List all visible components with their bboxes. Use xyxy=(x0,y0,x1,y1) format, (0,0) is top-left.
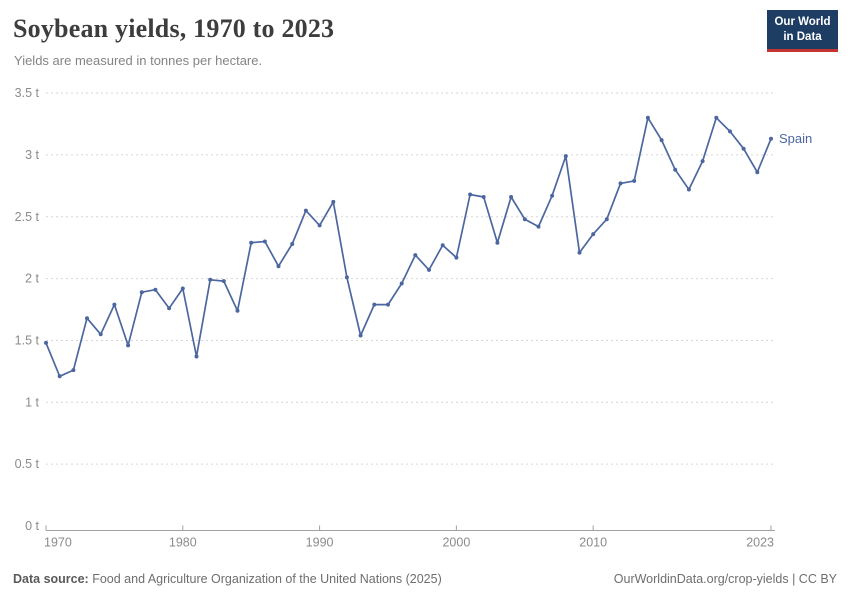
data-point[interactable] xyxy=(126,343,131,348)
data-point[interactable] xyxy=(550,193,555,198)
x-axis-tick-label: 1970 xyxy=(44,536,72,550)
data-point[interactable] xyxy=(454,255,459,260)
data-point[interactable] xyxy=(591,232,596,237)
data-point[interactable] xyxy=(153,287,158,292)
x-axis-tick-label: 1990 xyxy=(306,536,334,550)
data-point[interactable] xyxy=(57,374,62,379)
data-point[interactable] xyxy=(358,333,363,338)
x-axis-tick-label: 1980 xyxy=(169,536,197,550)
x-axis-tick-label: 2010 xyxy=(579,536,607,550)
data-point[interactable] xyxy=(71,368,76,373)
data-point[interactable] xyxy=(180,286,185,291)
data-point[interactable] xyxy=(399,281,404,286)
data-point[interactable] xyxy=(536,224,541,229)
data-point[interactable] xyxy=(686,187,691,192)
x-axis-tick-label: 2023 xyxy=(746,536,774,550)
data-point[interactable] xyxy=(139,290,144,295)
data-point[interactable] xyxy=(618,181,623,186)
data-point[interactable] xyxy=(276,264,281,269)
y-axis-tick-label: 2 t xyxy=(25,272,39,286)
data-point[interactable] xyxy=(673,167,678,172)
data-point[interactable] xyxy=(303,208,308,213)
credit-link[interactable]: OurWorldinData.org/crop-yields | CC BY xyxy=(613,572,837,586)
data-point[interactable] xyxy=(714,115,719,120)
data-point[interactable] xyxy=(317,223,322,228)
data-point[interactable] xyxy=(331,199,336,204)
data-point[interactable] xyxy=(427,267,431,272)
chart-subtitle: Yields are measured in tonnes per hectar… xyxy=(14,53,263,68)
data-point[interactable] xyxy=(468,192,473,197)
y-axis-tick-label: 2.5 t xyxy=(15,210,40,224)
data-point[interactable] xyxy=(659,138,664,143)
data-point[interactable] xyxy=(112,302,117,307)
data-point[interactable] xyxy=(386,302,390,307)
data-point[interactable] xyxy=(221,279,226,284)
data-point[interactable] xyxy=(509,195,514,199)
chart-line-spain[interactable] xyxy=(45,116,772,378)
data-point[interactable] xyxy=(372,302,377,307)
data-point[interactable] xyxy=(44,340,48,345)
data-point[interactable] xyxy=(249,240,254,245)
owid-logo-line1: Our World xyxy=(774,16,831,29)
y-axis-tick-label: 1 t xyxy=(25,395,39,409)
yield-line-chart[interactable]: 0 t 0.5 t 1 t 1.5 t 2 t 2.5 t 3 t 3.5 t 1970 1980… xyxy=(0,85,850,560)
y-axis-tick-label: 3.5 t xyxy=(15,86,40,100)
data-point[interactable] xyxy=(262,239,267,244)
data-source: Data source: Food and Agriculture Organi… xyxy=(13,572,442,586)
data-point[interactable] xyxy=(577,250,582,255)
data-point[interactable] xyxy=(741,146,746,151)
data-point[interactable] xyxy=(290,242,295,246)
y-axis-tick-label: 0 t xyxy=(25,519,39,533)
series-label-spain[interactable]: Spain xyxy=(779,131,812,146)
data-point[interactable] xyxy=(413,253,418,258)
data-point[interactable] xyxy=(440,243,445,248)
owid-logo-line2: in Data xyxy=(783,30,822,43)
data-point[interactable] xyxy=(769,136,773,141)
data-point[interactable] xyxy=(194,354,199,359)
data-point[interactable] xyxy=(344,275,349,280)
chart-footer: Data source: Food and Agriculture Organi… xyxy=(13,572,837,586)
data-point[interactable] xyxy=(495,240,500,245)
data-source-text: Food and Agriculture Organization of the… xyxy=(92,572,442,586)
data-point[interactable] xyxy=(700,159,705,164)
data-point[interactable] xyxy=(563,154,568,159)
data-point[interactable] xyxy=(632,178,637,183)
data-point[interactable] xyxy=(208,277,213,282)
y-axis-tick-label: 1.5 t xyxy=(15,333,40,347)
page-title: Soybean yields, 1970 to 2023 xyxy=(13,14,335,43)
data-point[interactable] xyxy=(481,195,486,199)
data-source-label: Data source: xyxy=(13,572,89,586)
x-axis-tick-label: 2000 xyxy=(442,536,470,550)
data-point[interactable] xyxy=(167,306,172,311)
data-point[interactable] xyxy=(85,316,89,321)
data-point[interactable] xyxy=(728,129,732,134)
y-axis-tick-label: 3 t xyxy=(25,148,39,162)
data-point[interactable] xyxy=(755,170,760,175)
data-point[interactable] xyxy=(98,332,103,337)
data-point[interactable] xyxy=(645,115,650,120)
data-point[interactable] xyxy=(235,308,240,313)
owid-logo[interactable]: Our World in Data xyxy=(767,10,838,52)
data-point[interactable] xyxy=(522,217,527,222)
data-point[interactable] xyxy=(604,217,609,222)
y-axis-tick-label: 0.5 t xyxy=(15,457,40,471)
